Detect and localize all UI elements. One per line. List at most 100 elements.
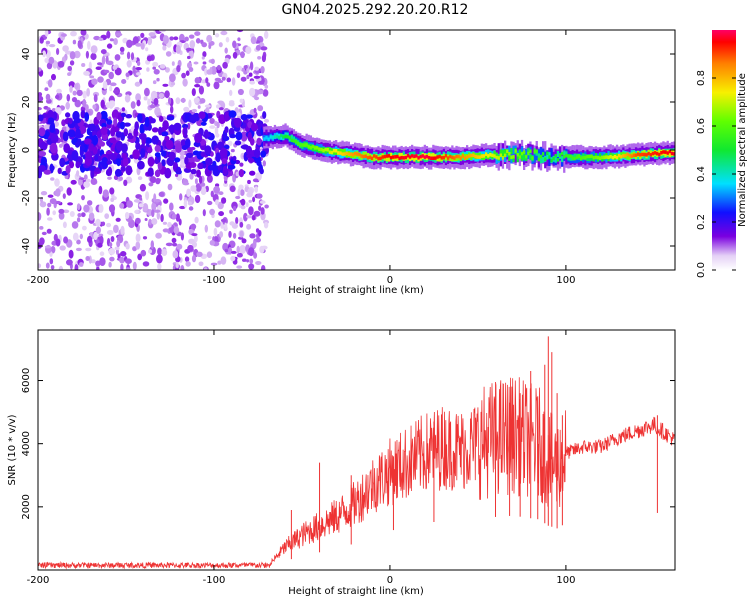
- noise-blob: [62, 45, 69, 52]
- ridge-cell: [512, 145, 515, 155]
- noise-blob: [247, 179, 251, 185]
- noise-blob: [187, 55, 191, 60]
- ridge-cell: [548, 155, 551, 159]
- noise-blob: [106, 43, 113, 49]
- ridge-cell: [328, 150, 331, 154]
- noise-blob: [114, 107, 120, 111]
- noise-band-blob: [204, 145, 212, 155]
- ridge-cell: [472, 153, 475, 158]
- noise-blob: [50, 265, 55, 270]
- noise-blob: [125, 258, 132, 265]
- noise-blob: [196, 251, 203, 257]
- noise-blob: [133, 199, 141, 203]
- ridge-cell: [615, 155, 619, 160]
- noise-blob: [76, 203, 81, 211]
- noise-blob: [63, 236, 69, 244]
- noise-blob: [136, 61, 141, 66]
- noise-band-blob: [57, 167, 62, 175]
- ridge-cell: [301, 143, 304, 147]
- ridge-cell: [504, 149, 507, 155]
- noise-blob: [126, 200, 133, 208]
- ridge-cell: [550, 148, 553, 158]
- noise-band-blob: [113, 117, 118, 127]
- noise-blob: [194, 216, 199, 224]
- ridge-cell: [366, 152, 369, 159]
- noise-blob: [161, 248, 168, 256]
- ridge-cell: [368, 155, 372, 159]
- noise-blob: [119, 46, 125, 53]
- noise-band-blob: [106, 160, 113, 165]
- ridge-cell: [575, 155, 579, 159]
- noise-blob: [193, 97, 200, 104]
- noise-band-blob: [147, 167, 154, 177]
- noise-band-blob: [234, 117, 242, 128]
- ridge-cell: [596, 155, 600, 160]
- colorbar: 0.0 0.2 0.4 0.6 0.8 Normalized spectral ampl…: [696, 30, 748, 278]
- noise-blob: [193, 61, 199, 65]
- noise-blob: [254, 96, 260, 101]
- snr-y-ticks: 2000 4000 6000: [21, 368, 675, 520]
- noise-blob: [140, 42, 145, 50]
- ridge-cell: [582, 156, 585, 160]
- ridge-cell: [316, 146, 319, 150]
- noise-blob: [44, 30, 49, 37]
- noise-blob: [38, 95, 44, 102]
- ridge-cell: [552, 156, 555, 161]
- noise-blob: [171, 61, 175, 66]
- noise-band-blob: [154, 145, 161, 153]
- noise-blob: [240, 189, 245, 197]
- noise-blob: [255, 261, 262, 265]
- noise-blob: [45, 93, 51, 101]
- noise-blob: [239, 162, 244, 167]
- noise-blob: [114, 54, 121, 61]
- noise-blob: [132, 36, 139, 45]
- noise-blob: [172, 250, 179, 259]
- noise-blob: [190, 223, 197, 230]
- noise-band-blob: [120, 165, 126, 172]
- noise-band-blob: [109, 137, 117, 144]
- noise-blob: [39, 226, 44, 230]
- noise-blob: [159, 30, 166, 33]
- noise-band-blob: [240, 144, 249, 150]
- noise-band-blob: [219, 147, 228, 159]
- noise-blob: [132, 246, 137, 252]
- noise-blob: [106, 60, 114, 66]
- noise-blob: [239, 230, 244, 238]
- noise-blob: [85, 247, 92, 252]
- ridge-cell: [377, 156, 380, 161]
- noise-band-blob: [84, 112, 90, 122]
- noise-blob: [91, 78, 98, 85]
- noise-blob: [56, 88, 62, 94]
- noise-blob: [66, 187, 72, 196]
- noise-blob: [239, 221, 244, 228]
- noise-blob: [239, 245, 247, 254]
- noise-blob: [45, 262, 50, 269]
- ridge-cell: [630, 154, 633, 158]
- noise-band-blob: [79, 145, 85, 151]
- noise-blob: [93, 94, 98, 103]
- ridge-cell: [668, 149, 671, 154]
- ridge-cell: [527, 147, 530, 154]
- noise-blob: [183, 106, 190, 112]
- noise-blob: [206, 34, 213, 43]
- ridge-cell: [343, 152, 346, 156]
- ridge-cell: [269, 135, 272, 139]
- noise-blob: [232, 232, 237, 239]
- noise-band-blob: [94, 167, 101, 173]
- ridge-cell: [466, 155, 469, 159]
- noise-blob: [206, 174, 213, 183]
- ridge-cell: [594, 155, 598, 160]
- ridge-cell: [658, 149, 661, 156]
- noise-blob: [98, 185, 103, 195]
- noise-band-blob: [67, 129, 76, 138]
- noise-blob: [175, 97, 181, 105]
- noise-blob: [199, 98, 206, 104]
- ridge-cell: [485, 152, 488, 156]
- ridge-cell: [668, 151, 671, 158]
- noise-blob: [218, 107, 224, 111]
- noise-blob: [169, 73, 176, 83]
- noise-band-blob: [90, 168, 95, 179]
- noise-band-blob: [198, 111, 206, 120]
- noise-blob: [215, 33, 220, 38]
- noise-blob: [256, 89, 264, 95]
